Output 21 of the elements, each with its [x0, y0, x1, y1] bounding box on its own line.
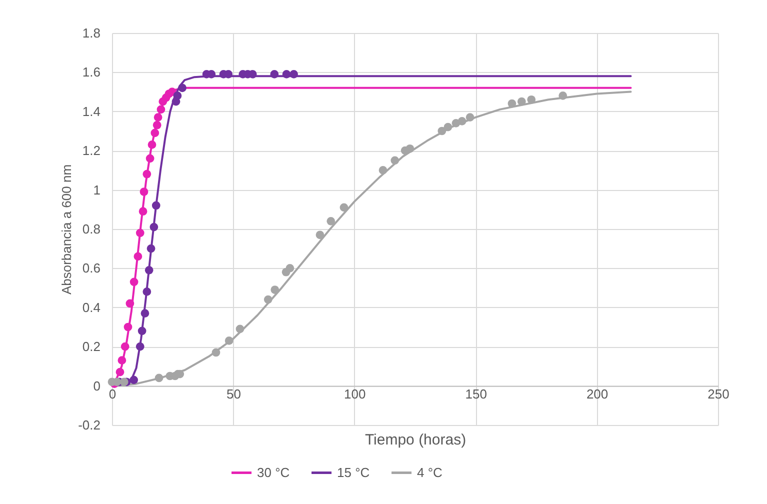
y-tick-label: 1.4 — [82, 104, 100, 119]
legend-label: 30 °C — [257, 464, 290, 480]
y-tick-label: 1.2 — [82, 143, 100, 158]
legend-label: 4 °C — [417, 464, 442, 480]
y-tick-label: -0.2 — [78, 418, 100, 432]
x-tick-label: 50 — [226, 386, 241, 402]
y-axis-title: Absorbancia a 600 nm — [59, 164, 74, 295]
y-tick-label: 1.6 — [82, 64, 100, 80]
x-tick-label: 200 — [586, 386, 608, 402]
y-tick-label: 1.8 — [82, 26, 100, 40]
y-tick-label: 0.4 — [82, 300, 100, 315]
x-tick-label: 100 — [344, 386, 366, 402]
x-axis-title: Tiempo (horas) — [364, 432, 466, 448]
x-tick-label: 0 — [108, 386, 116, 402]
legend-label: 15 °C — [337, 464, 370, 480]
x-tick-label: 150 — [465, 386, 487, 402]
x-tick-label: 250 — [708, 386, 730, 402]
y-tick-label: 0.8 — [82, 222, 100, 236]
y-tick-label: 1 — [93, 182, 100, 198]
y-tick-label: 0.6 — [82, 260, 100, 276]
y-tick-label: 0.2 — [82, 339, 100, 354]
